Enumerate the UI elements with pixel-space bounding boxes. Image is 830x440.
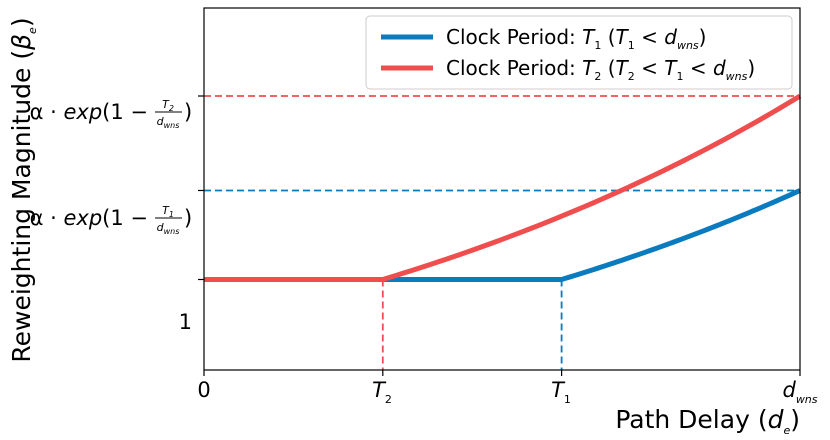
svg-text:T2: T2	[162, 98, 174, 113]
x-tick-label-0: 0	[197, 378, 210, 402]
legend-label-t2: Clock Period: T2 (T2 < T1 < dwns)	[446, 56, 755, 83]
y-axis-title: Reweighting Magnitude (βe)	[7, 17, 39, 362]
svg-text:α · exp(1 −: α · exp(1 −	[30, 100, 148, 124]
svg-text:): )	[184, 100, 192, 124]
series-line-t2	[204, 93, 802, 282]
legend-label-t1: Clock Period: T1 (T1 < dwns)	[446, 25, 706, 52]
svg-text:dwns: dwns	[157, 115, 180, 130]
y-tick-label-1: 1	[179, 310, 192, 334]
y-tick-label-t1: α · exp(1 − T1 dwns )	[30, 204, 193, 236]
svg-text:α · exp(1 −: α · exp(1 −	[30, 206, 148, 230]
x-tick-label-t2: T2	[372, 378, 392, 406]
svg-text:dwns: dwns	[157, 221, 180, 236]
y-tick-label-t2: α · exp(1 − T2 dwns )	[30, 98, 193, 130]
series-line-t1	[204, 188, 802, 282]
legend-box	[365, 15, 793, 90]
x-tick-label-t1: T1	[551, 378, 571, 406]
x-tick-label-dwns: dwns	[782, 378, 817, 406]
plot-frame	[203, 7, 801, 371]
legend: Clock Period: T1 (T1 < dwns) Clock Perio…	[365, 15, 793, 90]
svg-text:): )	[184, 206, 192, 230]
svg-text:T1: T1	[162, 204, 174, 219]
x-axis-title: Path Delay (de)	[615, 405, 800, 437]
